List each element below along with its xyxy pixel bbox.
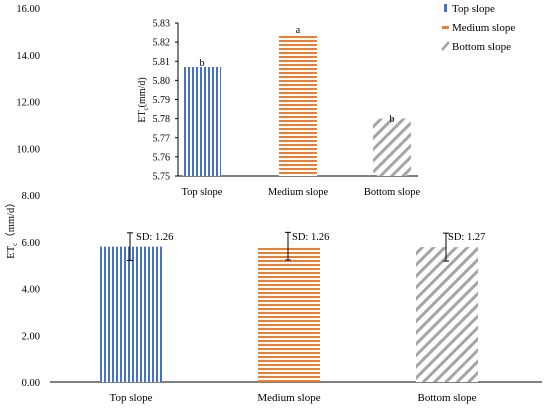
- legend-item-bottom-slope: Bottom slope: [441, 41, 511, 53]
- inset-y-tick-label-6: 5.81: [153, 57, 171, 68]
- main-y-tick-label-7: 14.00: [16, 51, 40, 62]
- main-y-tick-label-4: 8.00: [22, 191, 40, 202]
- inset-ylabel-sub: c: [142, 107, 150, 110]
- error-bar-bottom-slope: [443, 232, 449, 262]
- significance-letter-medium-slope: a: [296, 25, 301, 36]
- inset-y-tick-label-1: 5.76: [153, 152, 171, 163]
- inset-y-tick-label-3: 5.78: [153, 114, 171, 125]
- legend-label-medium-slope: Medium slope: [452, 22, 515, 34]
- main-sd-labels: SD: 1.26 SD: 1.26 SD: 1.27: [136, 232, 485, 243]
- sd-label-top-slope: SD: 1.26: [136, 232, 173, 243]
- inset-chart: 5.75 5.76 5.77 5.78 5.79 5.80 5.81 5.82 5.83 b a…: [137, 19, 420, 199]
- sd-label-medium-slope: SD: 1.26: [292, 232, 329, 243]
- significance-letter-bottom-slope: b: [390, 114, 395, 125]
- main-error-bars: [127, 231, 449, 262]
- main-y-ticks: 0.00 2.00 4.00 6.00 8.00 10.00 12.00 14.00 16.00: [16, 4, 40, 389]
- x-tick-label-bottom-slope: Bottom slope: [418, 392, 477, 404]
- main-y-tick-label-6: 12.00: [16, 98, 40, 109]
- legend-swatch-bottom-slope: [441, 41, 450, 51]
- main-ylabel-et: ET: [6, 245, 17, 258]
- main-y-tick-label-0: 0.00: [22, 378, 40, 389]
- main-ylabel-unit: （mm/d）: [5, 197, 17, 243]
- legend-swatch-medium-slope: [442, 26, 449, 29]
- significance-letter-top-slope: b: [200, 58, 205, 69]
- sd-label-bottom-slope: SD: 1.27: [448, 232, 485, 243]
- inset-y-tick-label-4: 5.79: [153, 95, 171, 106]
- inset-x-tick-label-top-slope: Top slope: [182, 187, 223, 198]
- inset-ylabel-unit: (mm/d): [137, 77, 148, 107]
- inset-y-ticks: 5.75 5.76 5.77 5.78 5.79 5.80 5.81 5.82 5.83: [153, 19, 178, 183]
- inset-bar-bottom-slope: [373, 118, 411, 176]
- main-bar-medium-slope: [258, 246, 320, 382]
- error-bar-medium-slope: [285, 231, 291, 261]
- main-y-tick-label-3: 6.00: [22, 238, 40, 249]
- legend-label-top-slope: Top slope: [452, 3, 495, 15]
- inset-x-tick-labels: Top slope Medium slope Bottom slope: [182, 187, 421, 198]
- inset-y-axis-label: ETc(mm/d): [137, 77, 150, 122]
- main-y-axis-label: ETc（mm/d）: [5, 197, 19, 258]
- inset-y-tick-label-7: 5.82: [153, 38, 171, 49]
- main-bars: [100, 246, 478, 382]
- legend: Top slope Medium slope Bottom slope: [441, 3, 515, 53]
- legend-item-medium-slope: Medium slope: [442, 22, 515, 34]
- inset-ylabel-et: ET: [137, 110, 148, 122]
- main-y-tick-label-2: 4.00: [22, 285, 40, 296]
- x-tick-label-medium-slope: Medium slope: [257, 392, 320, 404]
- inset-significance-letters: b a b: [200, 25, 395, 125]
- inset-y-tick-label-5: 5.80: [153, 76, 171, 87]
- main-x-tick-labels: Top slope Medium slope Bottom slope: [110, 392, 477, 404]
- inset-y-tick-label-2: 5.77: [153, 133, 171, 144]
- inset-bar-medium-slope: [279, 34, 317, 176]
- inset-x-tick-label-bottom-slope: Bottom slope: [364, 187, 421, 198]
- main-bar-bottom-slope: [416, 247, 478, 382]
- inset-bars: [183, 34, 411, 176]
- main-ylabel-sub: c: [11, 243, 19, 246]
- main-y-axis-label-text: ETc（mm/d）: [5, 197, 19, 258]
- legend-label-bottom-slope: Bottom slope: [452, 41, 511, 53]
- main-y-tick-label-8: 16.00: [16, 4, 40, 15]
- inset-y-tick-label-8: 5.83: [153, 19, 171, 30]
- inset-y-axis-label-text: ETc(mm/d): [137, 77, 150, 122]
- main-chart: 0.00 2.00 4.00 6.00 8.00 10.00 12.00 14.00 16.00…: [5, 4, 542, 404]
- main-bar-top-slope: [100, 246, 162, 382]
- inset-y-tick-label-0: 5.75: [153, 172, 171, 183]
- error-bar-top-slope: [127, 232, 133, 262]
- inset-x-tick-label-medium-slope: Medium slope: [268, 187, 329, 198]
- main-y-tick-label-1: 2.00: [22, 331, 40, 342]
- x-tick-label-top-slope: Top slope: [110, 392, 153, 404]
- main-y-tick-label-5: 10.00: [16, 144, 40, 155]
- legend-swatch-top-slope: [444, 4, 447, 12]
- legend-item-top-slope: Top slope: [444, 3, 495, 15]
- inset-bar-top-slope: [183, 66, 221, 176]
